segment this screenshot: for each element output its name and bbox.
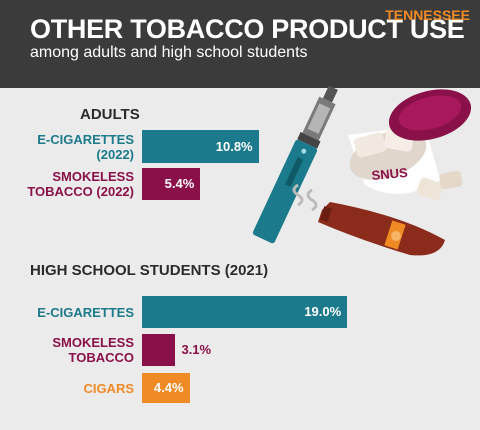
- category-label: SMOKELESS TOBACCO: [52, 335, 134, 365]
- cigar: [292, 183, 445, 256]
- header-band: [0, 0, 480, 88]
- bar: [142, 334, 176, 366]
- snus-can: SNUS: [348, 89, 472, 201]
- vape-pen: [252, 85, 338, 244]
- value-label: 10.8%: [215, 138, 253, 154]
- title: OTHER TOBACCO PRODUCT USE: [30, 14, 465, 44]
- value-label: 19.0%: [304, 304, 342, 319]
- category-label: SMOKELESS TOBACCO (2022): [27, 169, 134, 199]
- group-title: HIGH SCHOOL STUDENTS (2021): [30, 262, 269, 279]
- value-label: 3.1%: [181, 342, 212, 357]
- subtitle: among adults and high school students: [30, 44, 308, 61]
- svg-text:SNUS: SNUS: [371, 165, 409, 183]
- value-label: 4.4%: [153, 380, 184, 395]
- state-label: TENNESSEE: [385, 7, 470, 23]
- value-label: 5.4%: [164, 176, 195, 191]
- group-title: ADULTS: [80, 106, 140, 123]
- bar: [142, 168, 201, 200]
- bar: [142, 296, 348, 328]
- bar: [142, 130, 259, 163]
- category-label: E-CIGARETTES (2022): [37, 131, 134, 162]
- bar: [142, 373, 190, 403]
- category-label: E-CIGARETTES: [37, 304, 134, 320]
- category-label: CIGARS: [83, 380, 134, 396]
